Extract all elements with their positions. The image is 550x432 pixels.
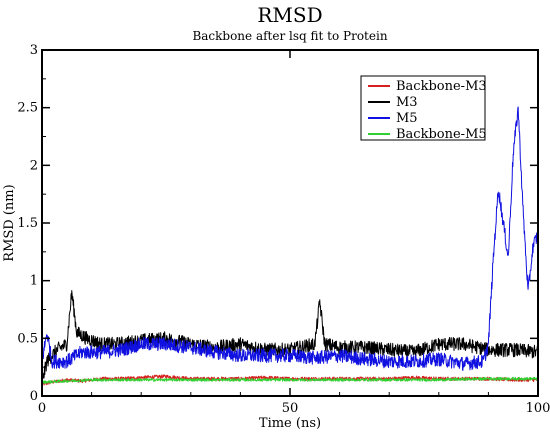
legend-label: M5 xyxy=(396,111,418,126)
series-line-2 xyxy=(41,106,539,371)
x-axis-label: Time (ns) xyxy=(259,416,321,431)
y-tick-label: 1.5 xyxy=(17,216,38,231)
plot-series xyxy=(41,106,539,386)
y-tick-label: 2.5 xyxy=(17,101,38,116)
series-line-3 xyxy=(41,376,539,384)
y-axis-ticks: 0 0.5 1 1.5 2 2.5 3 xyxy=(17,43,538,404)
legend-label: Backbone-M5 xyxy=(396,127,487,142)
y-axis-label: RMSD (nm) xyxy=(2,184,17,261)
legend-label: Backbone-M3 xyxy=(396,79,487,94)
x-tick-label: 0 xyxy=(38,401,46,416)
y-tick-label: 0.5 xyxy=(17,331,38,346)
legend-label: M3 xyxy=(396,95,418,110)
y-tick-label: 2 xyxy=(30,158,38,173)
y-tick-label: 3 xyxy=(30,43,38,58)
chart-subtitle: Backbone after lsq fit to Protein xyxy=(192,29,387,43)
x-axis-ticks: 0 50 100 xyxy=(38,50,550,416)
chart-title: RMSD xyxy=(257,3,322,27)
y-tick-label: 1 xyxy=(30,274,38,289)
y-tick-label: 0 xyxy=(30,389,38,404)
series-line-1 xyxy=(41,290,539,385)
x-tick-label: 100 xyxy=(526,401,550,416)
x-tick-label: 50 xyxy=(282,401,299,416)
